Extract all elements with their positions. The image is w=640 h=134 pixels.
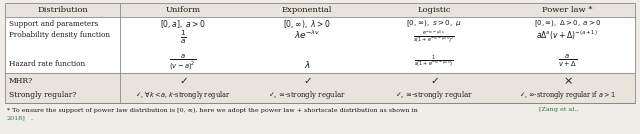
Text: * To ensure the support of power law distribution is [0, ∞), here we adopt the p: * To ensure the support of power law dis… bbox=[7, 107, 420, 113]
Text: Probability density function: Probability density function bbox=[9, 31, 110, 39]
Text: $\frac{1}{a}$: $\frac{1}{a}$ bbox=[180, 28, 186, 46]
Text: [Zang et al.,: [Zang et al., bbox=[539, 107, 579, 113]
Text: .: . bbox=[30, 116, 32, 120]
Text: $\checkmark$, $\infty$-strongly regular: $\checkmark$, $\infty$-strongly regular bbox=[268, 89, 346, 101]
Text: Uniform: Uniform bbox=[166, 6, 200, 14]
Text: $[0,\infty),\ s>0,\ \mu$: $[0,\infty),\ s>0,\ \mu$ bbox=[406, 19, 462, 29]
Text: $[0,\infty),\ \lambda>0$: $[0,\infty),\ \lambda>0$ bbox=[283, 18, 331, 30]
Text: $\times$: $\times$ bbox=[563, 76, 572, 86]
Bar bbox=[5, 73, 635, 103]
Text: Exponential: Exponential bbox=[282, 6, 332, 14]
Text: $\frac{e^{-(v-\mu)/s}}{s(1+e^{-(v-\mu)/s})^2}$: $\frac{e^{-(v-\mu)/s}}{s(1+e^{-(v-\mu)/s… bbox=[413, 29, 455, 45]
Text: 2018]: 2018] bbox=[7, 116, 26, 120]
Text: $\frac{a}{v+\Delta}$: $\frac{a}{v+\Delta}$ bbox=[558, 53, 577, 69]
Text: $[0,a],\ a>0$: $[0,a],\ a>0$ bbox=[160, 18, 206, 30]
Text: Support and parameters: Support and parameters bbox=[9, 20, 98, 28]
Text: $\checkmark$: $\checkmark$ bbox=[303, 77, 312, 85]
Text: $\lambda e^{-\lambda v}$: $\lambda e^{-\lambda v}$ bbox=[294, 29, 320, 41]
Text: Logistic: Logistic bbox=[417, 6, 451, 14]
Text: Strongly regular?: Strongly regular? bbox=[9, 91, 76, 99]
Text: Distribution: Distribution bbox=[37, 6, 88, 14]
Text: $\frac{a}{(v-a)^2}$: $\frac{a}{(v-a)^2}$ bbox=[170, 52, 196, 72]
Text: $\frac{1}{s(1+e^{-(v-\mu)/s})}$: $\frac{1}{s(1+e^{-(v-\mu)/s})}$ bbox=[415, 53, 454, 69]
Bar bbox=[5, 3, 635, 103]
Text: $\checkmark$, $\forall k<a$, $k$-strongly regular: $\checkmark$, $\forall k<a$, $k$-strongl… bbox=[135, 89, 230, 101]
Bar bbox=[5, 3, 635, 103]
Text: $\checkmark$, $\infty$-strongly regular if $a>1$: $\checkmark$, $\infty$-strongly regular … bbox=[519, 89, 616, 101]
Text: $a\Delta^a(v+\Delta)^{-(a+1)}$: $a\Delta^a(v+\Delta)^{-(a+1)}$ bbox=[536, 28, 598, 42]
Text: Power law *: Power law * bbox=[542, 6, 593, 14]
Text: $\checkmark$: $\checkmark$ bbox=[429, 77, 438, 85]
Text: Hazard rate function: Hazard rate function bbox=[9, 60, 85, 68]
Text: $[0,\infty),\ \Delta>0,\ a>0$: $[0,\infty),\ \Delta>0,\ a>0$ bbox=[534, 19, 602, 29]
Bar bbox=[5, 3, 635, 17]
Text: MHR?: MHR? bbox=[9, 77, 33, 85]
Text: $\checkmark$: $\checkmark$ bbox=[179, 77, 188, 85]
Text: $\checkmark$, $\infty$-strongly regular: $\checkmark$, $\infty$-strongly regular bbox=[395, 89, 473, 101]
Text: $\lambda$: $\lambda$ bbox=[303, 59, 310, 70]
